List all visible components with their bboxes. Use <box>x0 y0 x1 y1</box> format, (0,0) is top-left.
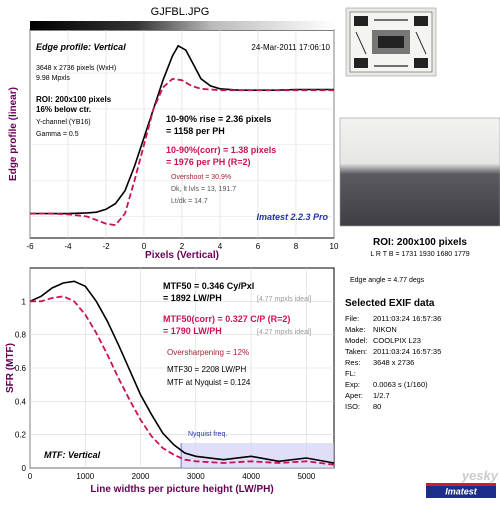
mtf-panel-label: MTF: Vertical <box>44 450 101 460</box>
exif-value: 3648 x 2736 <box>373 358 414 367</box>
edge-x-tick-label: -4 <box>64 242 72 251</box>
corr-line2: = 1976 per PH (R=2) <box>166 157 251 167</box>
edge-y-axis-label: Edge profile (linear) <box>8 87 19 181</box>
exif-key: ISO: <box>345 402 360 411</box>
exif-value: 2011:03:24 16:57:35 <box>373 347 441 356</box>
mtf-panel: 0 1000 2000 3000 4000 5000 0 0.2 0.4 0.6 0.8 1 Nyq… <box>5 267 335 495</box>
roi-thumbnail <box>339 117 500 227</box>
mtf-y-axis-label: SFR (MTF) <box>5 343 16 393</box>
mtf-corrected-line <box>30 295 335 466</box>
mtf-y-ticks: 0 0.2 0.4 0.6 0.8 1 <box>15 297 27 473</box>
mpxls-ideal-2: [4.27 mpxls ideal] <box>257 329 312 336</box>
edge-x-tick-label: 2 <box>180 242 185 251</box>
edge-gradient-strip <box>30 21 334 30</box>
mtf50-line: MTF50 = 0.346 Cy/Pxl <box>163 281 254 291</box>
edge-profile-panel: GJFBL.JPG -6 -4 -2 0 2 4 6 8 10 Edge profile: Ve… <box>8 6 339 261</box>
yesky-watermark: yesky <box>461 468 499 483</box>
mtf-x-tick-label: 5000 <box>297 472 315 481</box>
image-mpxls: 9.98 Mpxls <box>36 75 70 82</box>
mtf50-corr-line: MTF50(corr) = 0.327 C/P (R=2) <box>163 314 290 324</box>
imatest-logo-text: Imatest <box>445 487 478 497</box>
mtf-x-tick-label: 4000 <box>242 472 260 481</box>
exif-key: Res: <box>345 358 360 367</box>
edge-x-tick-label: 0 <box>142 242 147 251</box>
exif-key: Aper: <box>345 391 363 400</box>
mtf50-lwph: = 1892 LW/PH <box>163 293 222 303</box>
mtf-x-tick-label: 2000 <box>132 472 150 481</box>
rise-line2: = 1158 per PH <box>166 126 225 136</box>
right-panel: ROI: 200x100 pixels L R T B = 1731 1930 … <box>339 7 500 498</box>
exif-key: Make: <box>345 325 365 334</box>
edge-x-tick-label: 8 <box>294 242 299 251</box>
mtf-x-tick-label: 0 <box>28 472 33 481</box>
mtf-at-nyquist: MTF at Nyquist = 0.124 <box>167 378 251 387</box>
mtf-y-tick-label: 0.6 <box>15 364 27 373</box>
overshoot: Overshoot = 30.9% <box>171 174 231 181</box>
exif-key: Exp: <box>345 380 360 389</box>
mtf-y-tick-label: 1 <box>22 297 27 306</box>
edge-x-tick-label: 10 <box>330 242 339 251</box>
edge-x-tick-label: 4 <box>218 242 223 251</box>
oversharpening: Oversharpening = 12% <box>167 348 249 357</box>
mtf-y-tick-label: 0.4 <box>15 397 27 406</box>
dark-light-levels: Dk, lt lvls = 13, 191.7 <box>171 186 236 193</box>
exif-value: COOLPIX L23 <box>373 336 421 345</box>
gamma: Gamma = 0.5 <box>36 131 79 138</box>
window-title: GJFBL.JPG <box>151 6 210 18</box>
roi-line1: ROI: 200x100 pixels <box>36 95 112 104</box>
exif-value: 80 <box>373 402 381 411</box>
ychannel: Y-channel (YB16) <box>36 119 91 126</box>
mtf-line <box>29 280 335 464</box>
imatest-logo: Imatest <box>426 483 496 498</box>
corr-line1: 10-90%(corr) = 1.38 pixels <box>166 145 276 155</box>
exif-value: 1/2.7 <box>373 391 390 400</box>
mpxls-ideal-1: [4.77 mpxls ideal] <box>257 296 312 303</box>
roi-title: ROI: 200x100 pixels <box>373 237 467 248</box>
mtf-y-tick-label: 0 <box>22 464 27 473</box>
edge-x-axis-label: Pixels (Vertical) <box>145 250 219 261</box>
mtf-x-tick-label: 1000 <box>76 472 94 481</box>
mtf-x-tick-label: 3000 <box>187 472 205 481</box>
edge-x-tick-label: 6 <box>256 242 261 251</box>
exif-list: File: 2011:03:24 16:57:36 Make: NIKON Model:… <box>345 314 441 411</box>
edge-x-tick-label: -2 <box>102 242 110 251</box>
exif-title: Selected EXIF data <box>345 298 435 309</box>
test-chart-thumbnail <box>345 7 437 77</box>
nyquist-label: Nyquist freq. <box>188 431 227 438</box>
edge-series-group <box>30 44 334 227</box>
exif-value: 2011:03:24 16:57:36 <box>373 314 441 323</box>
mtf-series-group <box>29 280 335 466</box>
exif-key: File: <box>345 314 359 323</box>
nyquist-band <box>181 443 334 468</box>
mtf50-corr-lwph: = 1790 LW/PH <box>163 326 222 336</box>
edge-panel-title: Edge profile: Vertical <box>36 42 126 52</box>
mtf-y-tick-label: 0.8 <box>15 331 27 340</box>
exif-key: Model: <box>345 336 368 345</box>
image-size: 3648 x 2736 pixels (WxH) <box>36 65 116 72</box>
edge-x-ticks: -6 -4 -2 0 2 4 6 8 10 <box>26 242 339 251</box>
edge-profile-corrected-line <box>30 77 334 227</box>
exif-key: Taken: <box>345 347 367 356</box>
exif-value: NIKON <box>373 325 397 334</box>
mtf30: MTF30 = 2208 LW/PH <box>167 365 246 374</box>
exif-value: 0.0063 s (1/160) <box>373 380 428 389</box>
mtf-y-tick-label: 0.2 <box>15 431 27 440</box>
mtf-grid <box>29 268 334 469</box>
roi-line2: 16% below ctr. <box>36 105 91 114</box>
edge-x-tick-label: -6 <box>26 242 34 251</box>
edge-brand-label: Imatest 2.2.3 Pro <box>256 212 328 222</box>
edge-angle: Edge angle = 4.77 degs <box>350 277 425 284</box>
exif-key: FL: <box>345 369 356 378</box>
rise-line1: 10-90% rise = 2.36 pixels <box>166 114 271 124</box>
mtf-x-axis-label: Line widths per picture height (LW/PH) <box>90 484 273 495</box>
light-dark-ratio: Lt/dk = 14.7 <box>171 198 208 205</box>
roi-lrtb: L R T B = 1731 1930 1680 1779 <box>370 251 469 258</box>
mtf-x-ticks: 0 1000 2000 3000 4000 5000 <box>28 472 316 481</box>
edge-panel-date: 24-Mar-2011 17:06:10 <box>251 43 330 52</box>
